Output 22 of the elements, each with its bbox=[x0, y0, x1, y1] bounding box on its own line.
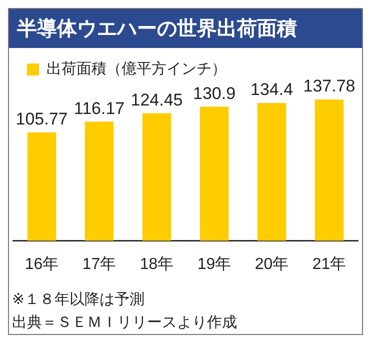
legend-label: 出荷面積（億平方インチ） bbox=[46, 60, 226, 78]
text: ※１８年以降は予測 bbox=[11, 290, 146, 310]
x-tick-label: 18年 bbox=[140, 256, 174, 273]
data-label: 116.17 bbox=[74, 98, 125, 118]
source-note: 出典＝ＳＥＭＩリリースより作成 bbox=[11, 313, 238, 333]
x-tick-label: 17年 bbox=[82, 256, 116, 273]
bar bbox=[314, 100, 344, 241]
data-label: 134.4 bbox=[250, 80, 294, 100]
bar bbox=[257, 102, 286, 241]
data-label: 124.45 bbox=[130, 90, 183, 110]
data-label: 130.9 bbox=[192, 84, 236, 103]
bar bbox=[200, 106, 229, 241]
x-tick-label: 16年 bbox=[24, 256, 59, 273]
bar bbox=[84, 122, 114, 241]
x-tick-label: 19年 bbox=[197, 256, 232, 273]
chart-title: 半導体ウエハーの世界出荷面積 bbox=[9, 9, 362, 48]
bar bbox=[142, 113, 172, 241]
bar bbox=[27, 132, 56, 241]
x-tick-label: 21年 bbox=[312, 256, 346, 273]
data-label: 105.77 bbox=[16, 110, 68, 129]
data-label: 137.78 bbox=[303, 76, 356, 96]
x-tick-label: 20年 bbox=[254, 256, 289, 273]
